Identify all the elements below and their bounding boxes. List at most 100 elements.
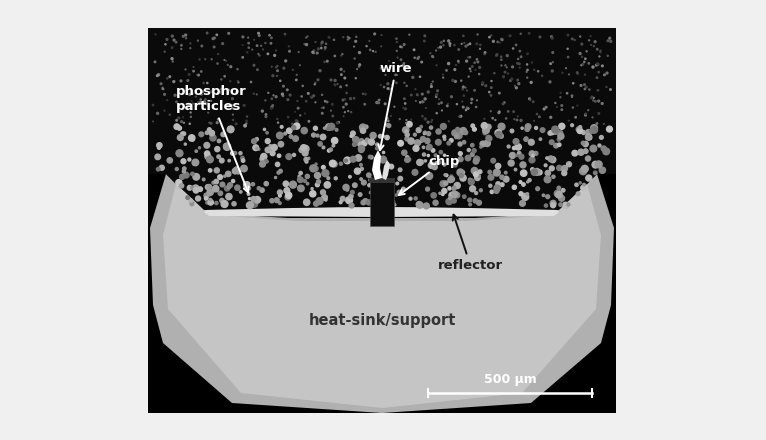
Circle shape bbox=[220, 182, 224, 187]
Circle shape bbox=[465, 45, 466, 47]
Circle shape bbox=[504, 71, 506, 73]
Circle shape bbox=[496, 132, 502, 138]
Circle shape bbox=[462, 101, 463, 102]
Circle shape bbox=[366, 200, 372, 205]
Circle shape bbox=[514, 169, 517, 171]
Circle shape bbox=[532, 171, 535, 174]
Circle shape bbox=[201, 71, 202, 72]
Circle shape bbox=[332, 115, 333, 117]
Circle shape bbox=[293, 123, 300, 129]
Circle shape bbox=[516, 154, 518, 157]
Circle shape bbox=[284, 188, 290, 194]
Circle shape bbox=[200, 99, 201, 100]
Circle shape bbox=[368, 184, 371, 187]
Circle shape bbox=[574, 183, 578, 187]
Circle shape bbox=[590, 145, 597, 152]
Circle shape bbox=[174, 124, 179, 129]
Circle shape bbox=[224, 143, 231, 150]
Circle shape bbox=[316, 183, 319, 187]
Circle shape bbox=[352, 143, 356, 147]
Circle shape bbox=[234, 167, 239, 172]
Circle shape bbox=[184, 172, 189, 178]
Circle shape bbox=[491, 158, 496, 163]
Circle shape bbox=[308, 121, 309, 122]
Circle shape bbox=[209, 122, 210, 123]
Circle shape bbox=[277, 118, 278, 119]
Circle shape bbox=[234, 185, 240, 190]
Circle shape bbox=[468, 108, 469, 109]
Circle shape bbox=[422, 153, 426, 156]
Circle shape bbox=[517, 79, 519, 81]
Circle shape bbox=[239, 152, 242, 155]
Circle shape bbox=[544, 176, 551, 183]
Circle shape bbox=[368, 178, 373, 182]
Circle shape bbox=[277, 122, 279, 123]
Circle shape bbox=[263, 49, 264, 50]
Circle shape bbox=[265, 147, 270, 153]
Circle shape bbox=[449, 197, 451, 199]
Circle shape bbox=[358, 142, 362, 147]
Circle shape bbox=[443, 45, 444, 46]
Circle shape bbox=[447, 62, 450, 64]
Circle shape bbox=[251, 201, 257, 207]
Circle shape bbox=[313, 50, 315, 51]
Circle shape bbox=[284, 33, 286, 35]
Circle shape bbox=[539, 36, 541, 38]
Circle shape bbox=[584, 84, 585, 85]
Circle shape bbox=[344, 157, 351, 164]
Circle shape bbox=[459, 128, 461, 131]
Circle shape bbox=[582, 64, 584, 65]
Circle shape bbox=[322, 146, 325, 149]
Circle shape bbox=[561, 109, 562, 110]
Circle shape bbox=[486, 125, 491, 129]
Circle shape bbox=[453, 164, 457, 167]
Circle shape bbox=[244, 182, 250, 188]
Circle shape bbox=[593, 97, 594, 99]
Circle shape bbox=[446, 198, 452, 205]
Circle shape bbox=[261, 110, 264, 112]
Circle shape bbox=[315, 163, 317, 165]
Circle shape bbox=[474, 62, 475, 63]
Circle shape bbox=[378, 102, 379, 103]
Circle shape bbox=[309, 191, 316, 197]
Circle shape bbox=[591, 96, 592, 97]
Circle shape bbox=[421, 136, 426, 142]
Circle shape bbox=[516, 44, 517, 46]
Circle shape bbox=[420, 160, 424, 164]
Circle shape bbox=[417, 202, 423, 209]
Circle shape bbox=[333, 39, 335, 40]
Circle shape bbox=[264, 182, 268, 186]
Circle shape bbox=[436, 129, 441, 134]
Circle shape bbox=[440, 124, 447, 129]
Circle shape bbox=[555, 191, 562, 198]
Bar bbox=[370, 178, 394, 226]
Circle shape bbox=[200, 102, 201, 103]
Circle shape bbox=[290, 181, 296, 188]
Circle shape bbox=[478, 175, 480, 177]
Circle shape bbox=[201, 45, 203, 47]
Circle shape bbox=[597, 63, 598, 64]
Circle shape bbox=[242, 36, 244, 38]
Circle shape bbox=[597, 90, 598, 91]
Circle shape bbox=[287, 99, 289, 100]
Circle shape bbox=[276, 162, 280, 166]
Circle shape bbox=[207, 82, 208, 84]
Circle shape bbox=[160, 83, 162, 84]
Circle shape bbox=[201, 91, 203, 92]
Circle shape bbox=[454, 192, 460, 198]
Circle shape bbox=[181, 159, 186, 164]
Circle shape bbox=[526, 71, 527, 72]
Circle shape bbox=[586, 175, 592, 181]
Circle shape bbox=[181, 48, 182, 49]
Circle shape bbox=[190, 112, 192, 113]
Circle shape bbox=[497, 41, 498, 43]
Circle shape bbox=[157, 143, 162, 148]
Circle shape bbox=[368, 155, 372, 158]
Circle shape bbox=[254, 197, 260, 203]
Circle shape bbox=[349, 176, 352, 178]
Circle shape bbox=[285, 60, 286, 62]
Circle shape bbox=[358, 51, 361, 54]
Circle shape bbox=[286, 154, 292, 159]
Circle shape bbox=[507, 145, 510, 148]
Circle shape bbox=[519, 181, 522, 183]
